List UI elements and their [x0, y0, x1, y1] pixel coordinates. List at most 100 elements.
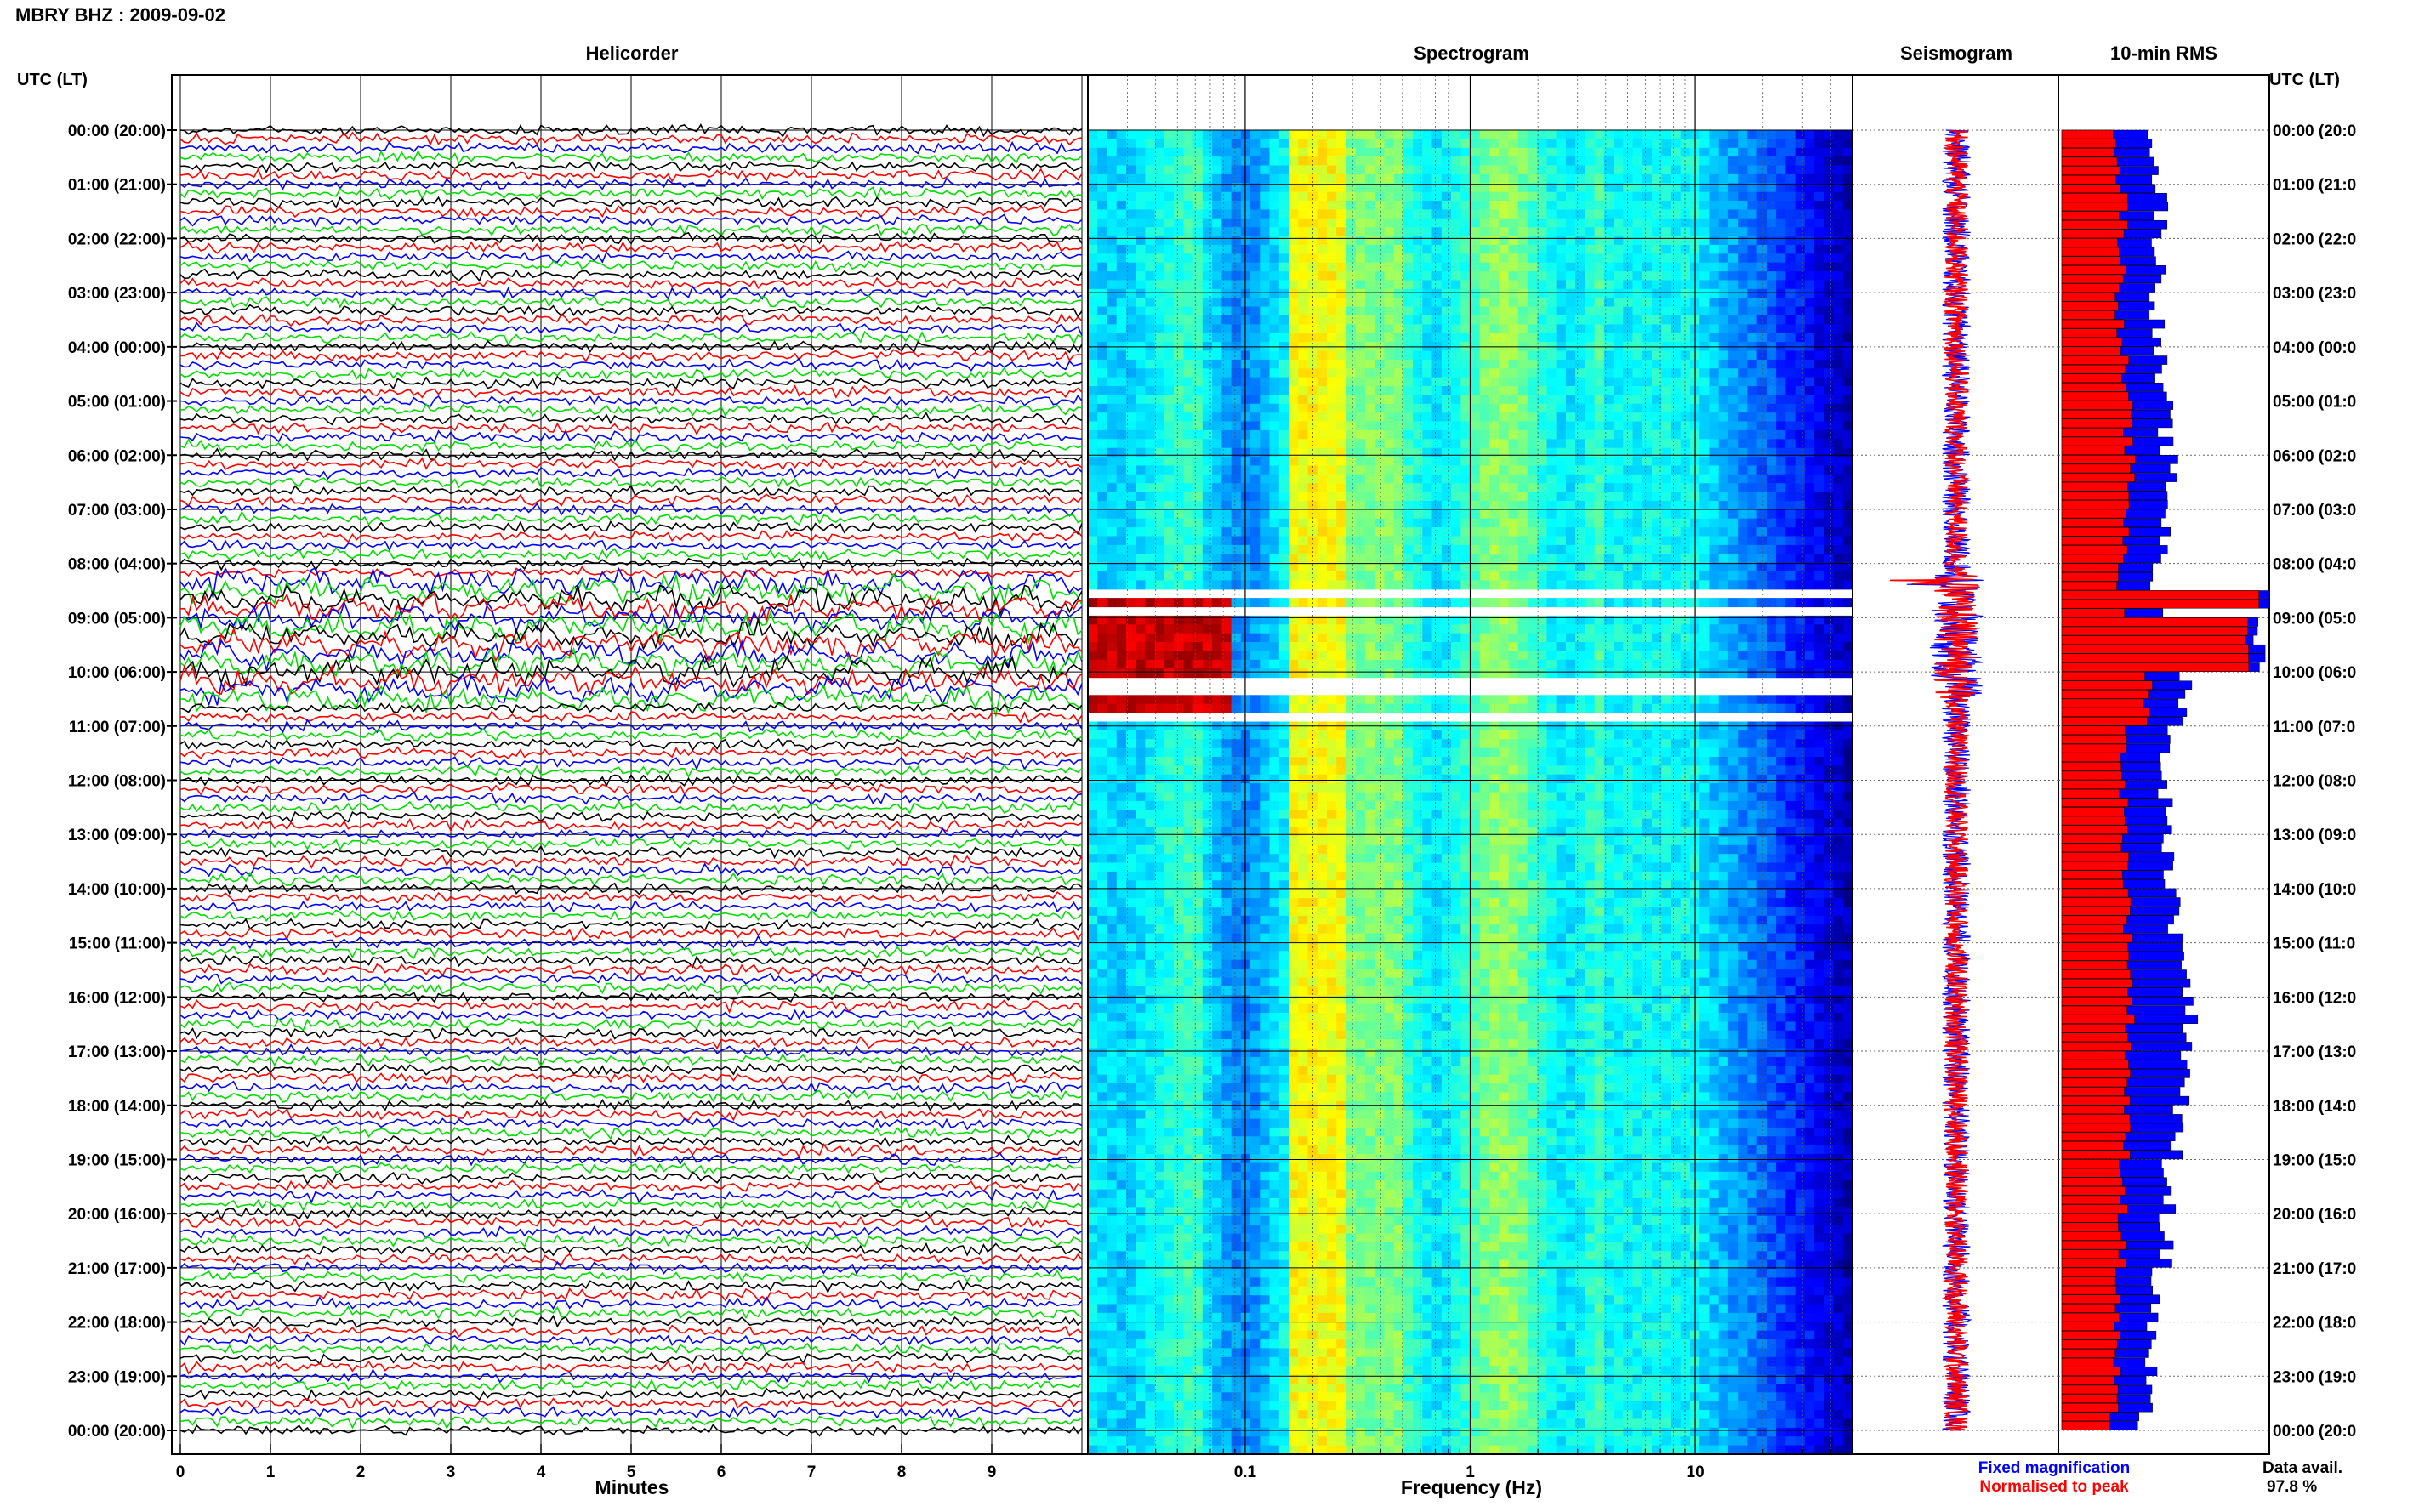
spectrogram-cell	[1575, 386, 1585, 395]
spectrogram-cell	[1375, 395, 1385, 405]
spectrogram-cell	[1546, 562, 1557, 572]
spectrogram-cell	[1183, 659, 1194, 669]
spectrogram-cell	[1212, 130, 1222, 139]
spectrogram-cell	[1795, 395, 1806, 405]
spectrogram-cell	[1814, 501, 1824, 510]
spectrogram-cell	[1336, 429, 1346, 440]
spectrogram-cell	[1479, 395, 1490, 405]
spectrogram-cell	[1231, 518, 1242, 528]
spectrogram-cell	[1441, 580, 1452, 590]
spectrogram-cell	[1364, 280, 1375, 290]
spectrogram-cell	[1776, 209, 1786, 219]
spectrogram-cell	[1575, 562, 1585, 572]
spectrogram-cell	[1804, 377, 1815, 387]
spectrogram-cell	[1489, 236, 1500, 246]
spectrogram-cell	[1451, 429, 1461, 440]
spectrogram-cell	[1289, 139, 1299, 149]
spectrogram-cell	[1422, 554, 1433, 564]
spectrogram-cell	[1317, 536, 1328, 546]
spectrogram-cell	[1250, 395, 1261, 405]
spectrogram-cell	[1814, 236, 1824, 246]
spectrogram-cell	[1164, 368, 1175, 378]
spectrogram-cell	[1269, 333, 1280, 343]
spectrogram-cell	[1326, 633, 1337, 643]
spectrogram-cell	[1718, 439, 1729, 449]
spectrogram-cell	[1499, 165, 1509, 175]
spectrogram-cell	[1183, 562, 1194, 572]
spectrogram-cell	[1289, 156, 1299, 167]
spectrogram-cell	[1804, 271, 1815, 281]
spectrogram-cell	[1192, 412, 1204, 423]
spectrogram-cell	[1747, 403, 1758, 413]
spectrogram-cell	[1603, 262, 1614, 272]
spectrogram-cell	[1164, 598, 1175, 608]
spectrogram-cell	[1212, 262, 1222, 272]
spectrogram-cell	[1594, 130, 1605, 139]
spectrogram-cell	[1632, 492, 1643, 502]
spectrogram-cell	[1250, 147, 1261, 157]
spectrogram-cell	[1431, 668, 1443, 679]
spectrogram-cell	[1250, 668, 1261, 679]
spectrogram-cell	[1699, 227, 1710, 237]
spectrogram-cell	[1842, 201, 1853, 210]
spectrogram-cell	[1269, 624, 1280, 634]
spectrogram-cell	[1632, 501, 1643, 510]
spectrogram-cell	[1240, 280, 1251, 290]
spectrogram-cell	[1260, 218, 1271, 228]
spectrogram-cell	[1709, 218, 1720, 228]
spectrogram-cell	[1738, 395, 1748, 405]
spectrogram-cell	[1842, 509, 1853, 520]
spectrogram-cell	[1508, 139, 1519, 149]
spectrogram-cell	[1145, 227, 1156, 237]
spectrogram-cell	[1699, 562, 1710, 572]
spectrogram-cell	[1785, 218, 1796, 228]
spectrogram-cell	[1298, 359, 1308, 369]
spectrogram-cell	[1738, 218, 1748, 228]
spectrogram-cell	[1183, 183, 1194, 193]
spectrogram-cell	[1375, 165, 1385, 175]
spectrogram-cell	[1537, 580, 1547, 590]
spectrogram-cell	[1212, 668, 1222, 679]
spectrogram-cell	[1727, 457, 1739, 467]
spectrogram-cell	[1317, 173, 1328, 184]
spectrogram-cell	[1709, 457, 1720, 467]
spectrogram-cell	[1116, 377, 1127, 387]
spectrogram-cell	[1364, 156, 1375, 167]
helicorder-trace	[179, 927, 1083, 941]
spectrogram-cell	[1479, 633, 1490, 643]
spectrogram-cell	[1814, 377, 1824, 387]
spectrogram-cell	[1202, 350, 1213, 361]
spectrogram-cell	[1192, 139, 1204, 149]
spectrogram-cell	[1384, 218, 1395, 228]
spectrogram-cell	[1747, 659, 1758, 669]
spectrogram-cell	[1260, 147, 1271, 157]
spectrogram-cell	[1088, 695, 1098, 705]
spectrogram-cell	[1260, 368, 1271, 378]
spectrogram-cell	[1776, 509, 1786, 520]
spectrogram-cell	[1842, 130, 1853, 139]
spectrogram-cell	[1556, 642, 1567, 651]
spectrogram-cell	[1346, 659, 1357, 669]
spectrogram-cell	[1756, 244, 1767, 254]
spectrogram-cell	[1575, 642, 1585, 651]
spectrogram-cell	[1614, 659, 1624, 669]
spectrogram-cell	[1718, 465, 1729, 475]
spectrogram-cell	[1298, 474, 1308, 484]
spectrogram-cell	[1346, 412, 1357, 423]
spectrogram-cell	[1431, 227, 1443, 237]
spectrogram-cell	[1460, 527, 1471, 537]
spectrogram-cell	[1756, 429, 1767, 440]
spectrogram-cell	[1269, 412, 1280, 423]
spectrogram-cell	[1441, 350, 1452, 361]
spectrogram-cell	[1240, 403, 1251, 413]
spectrogram-cell	[1422, 253, 1433, 264]
spectrogram-cell	[1375, 642, 1385, 651]
spectrogram-cell	[1221, 359, 1232, 369]
spectrogram-cell	[1575, 165, 1585, 175]
spectrogram-cell	[1413, 642, 1423, 651]
spectrogram-cell	[1336, 580, 1346, 590]
spectrogram-cell	[1355, 227, 1366, 237]
spectrogram-cell	[1289, 147, 1299, 157]
spectrogram-cell	[1747, 598, 1758, 608]
spectrogram-cell	[1375, 483, 1385, 493]
